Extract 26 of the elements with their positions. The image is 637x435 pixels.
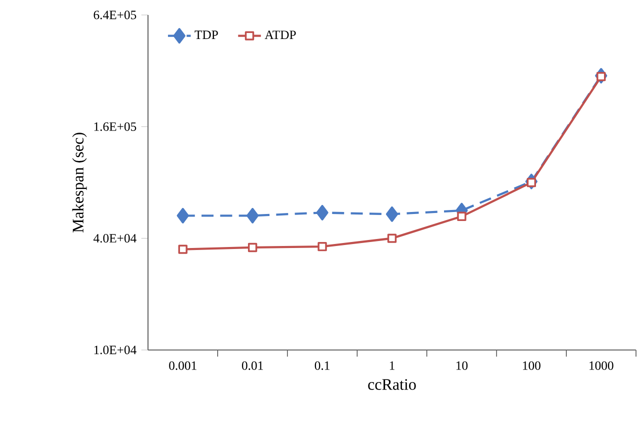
legend-label: ATDP xyxy=(264,30,296,40)
point xyxy=(386,206,398,222)
point xyxy=(248,242,258,252)
point xyxy=(316,204,328,220)
x-tick-label: 10 xyxy=(456,361,468,370)
y-tick-label: 1.0E+04 xyxy=(94,346,136,354)
x-axis-title: ccRatio xyxy=(368,379,416,390)
point xyxy=(526,178,536,188)
y-tick-label: 4.0E+04 xyxy=(93,234,136,243)
point xyxy=(457,212,466,222)
point xyxy=(387,234,397,243)
point xyxy=(596,72,606,82)
x-tick-label: 0.001 xyxy=(169,361,196,370)
x-tick-label: 0.1 xyxy=(314,361,330,370)
y-tick-label: 6.4E+05 xyxy=(94,10,136,20)
legend-label: TDP xyxy=(194,30,218,39)
point xyxy=(178,244,188,254)
y-axis-title: Makespan (sec) xyxy=(72,132,87,232)
point xyxy=(176,208,189,224)
x-tick-label: 1 xyxy=(390,361,394,370)
y-tick-label: 1.6E+05 xyxy=(94,122,136,131)
x-tick-label: 0.01 xyxy=(242,361,263,370)
x-tick-label: 1000 xyxy=(590,361,614,370)
point xyxy=(318,242,327,252)
point xyxy=(246,208,259,224)
x-tick-label: 100 xyxy=(523,361,540,370)
